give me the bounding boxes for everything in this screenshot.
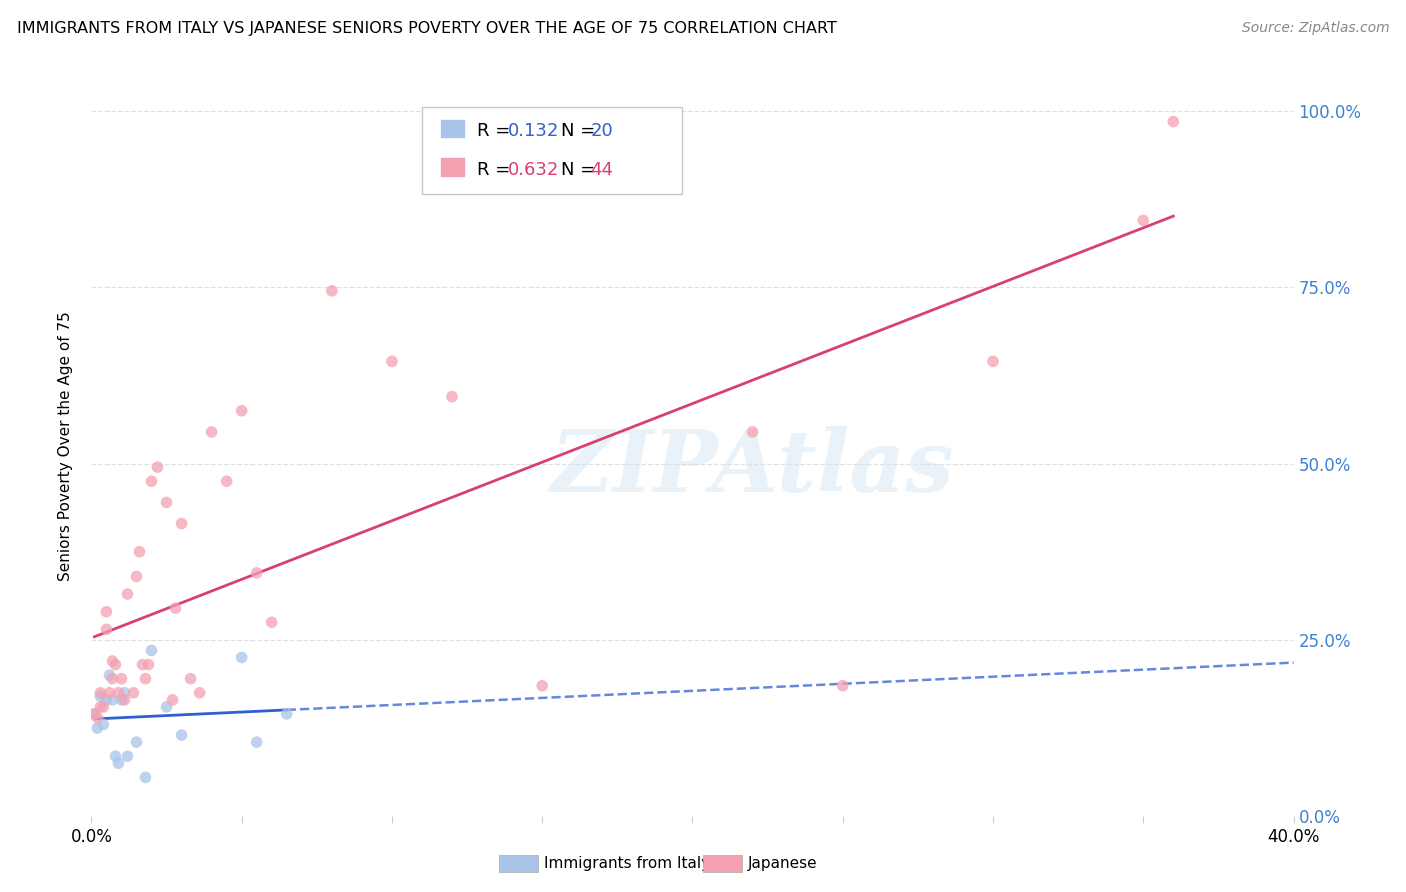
Point (104, 749, 127, 764)
Point (101, 654, 124, 668)
Point (531, 679, 554, 693)
Point (117, 587, 139, 601)
Point (246, 566, 269, 580)
Point (86, 710, 108, 724)
Point (231, 650, 253, 665)
Point (114, 686, 136, 700)
Text: ZIPAtlas: ZIPAtlas (551, 426, 955, 510)
Point (134, 771, 156, 785)
Point (125, 735, 148, 749)
Point (1132, 213, 1154, 227)
Point (98, 686, 121, 700)
Point (170, 516, 193, 531)
Point (122, 686, 145, 700)
Point (138, 657, 160, 672)
Point (96, 693, 118, 707)
Point (128, 545, 150, 559)
Point (93, 717, 115, 731)
Text: Source: ZipAtlas.com: Source: ZipAtlas.com (1241, 21, 1389, 36)
Text: N =: N = (561, 161, 600, 178)
Text: Immigrants from Italy: Immigrants from Italy (544, 856, 710, 871)
Point (321, 284, 343, 298)
Point (83, 706, 105, 721)
Point (155, 699, 177, 714)
Point (114, 693, 136, 707)
Text: 20: 20 (591, 122, 613, 140)
Point (276, 706, 298, 721)
Text: 0.632: 0.632 (508, 161, 560, 178)
Point (146, 460, 169, 475)
Point (93, 699, 115, 714)
Point (117, 749, 139, 764)
Point (621, 114, 644, 128)
Point (831, 679, 853, 693)
Point (110, 672, 132, 686)
Point (96, 605, 118, 619)
Point (201, 425, 224, 439)
Point (107, 686, 129, 700)
Point (170, 728, 193, 742)
Point (107, 756, 129, 771)
Point (162, 693, 184, 707)
Point (141, 643, 163, 657)
Point (440, 390, 463, 404)
Text: R =: R = (477, 161, 516, 178)
Text: N =: N = (561, 122, 600, 140)
Point (260, 615, 283, 630)
Point (96, 623, 118, 637)
Point (98, 668, 121, 682)
Point (141, 475, 163, 489)
Point (1161, 114, 1184, 128)
Text: IMMIGRANTS FROM ITALY VS JAPANESE SENIORS POVERTY OVER THE AGE OF 75 CORRELATION: IMMIGRANTS FROM ITALY VS JAPANESE SENIOR… (17, 21, 837, 37)
Text: 0.132: 0.132 (508, 122, 560, 140)
Point (215, 475, 238, 489)
Point (104, 657, 127, 672)
Point (101, 672, 124, 686)
Point (381, 354, 404, 368)
Point (134, 672, 156, 686)
Point (110, 693, 132, 707)
Point (188, 686, 211, 700)
Point (125, 569, 148, 583)
Y-axis label: Seniors Poverty Over the Age of 75: Seniors Poverty Over the Age of 75 (58, 311, 73, 581)
Point (89, 690, 111, 704)
Point (981, 354, 1004, 368)
Point (101, 693, 124, 707)
Point (246, 735, 269, 749)
Text: 44: 44 (591, 161, 613, 178)
Point (131, 657, 153, 672)
Point (165, 601, 187, 615)
Point (89, 699, 111, 714)
Text: R =: R = (477, 122, 516, 140)
Point (89, 686, 111, 700)
Point (155, 495, 177, 509)
Text: Japanese: Japanese (748, 856, 818, 871)
Point (86, 721, 108, 735)
Point (231, 403, 253, 417)
Point (83, 706, 105, 721)
Point (741, 425, 763, 439)
Point (180, 672, 202, 686)
